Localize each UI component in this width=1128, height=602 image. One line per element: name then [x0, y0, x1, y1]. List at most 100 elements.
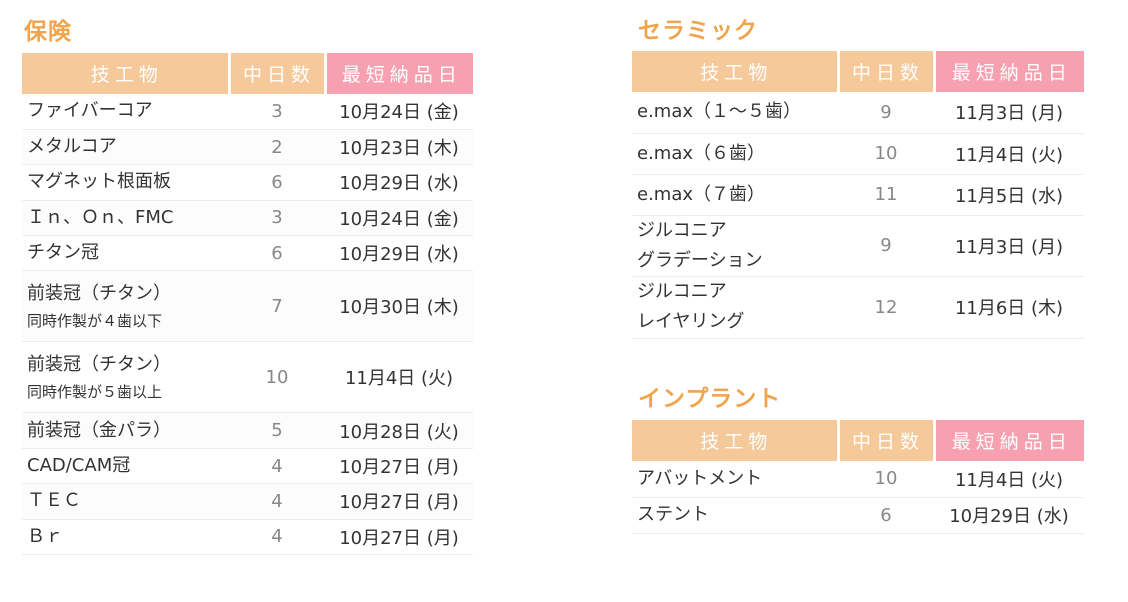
- item-name: メタルコア: [22, 129, 229, 166]
- ceramic-title: セラミック: [638, 18, 758, 44]
- table-row: 前装冠（チタン） 同時作製が４歯以下 7 10月30日 (木): [22, 270, 473, 343]
- table-header-row: 技工物 中日数 最短納品日: [632, 420, 1084, 461]
- item-days: 3: [229, 94, 325, 130]
- item-date: 10月28日 (火): [325, 412, 473, 449]
- table-row: ファイバーコア 3 10月24日 (金): [22, 94, 473, 130]
- item-name: チタン冠: [22, 235, 229, 272]
- table-row: e.max（６歯） 10 11月4日 (火): [632, 133, 1084, 175]
- item-days: 7: [229, 270, 325, 343]
- item-name: マグネット根面板: [22, 164, 229, 201]
- item-name: e.max（６歯）: [632, 133, 838, 175]
- item-cell: 前装冠（チタン） 同時作製が４歯以下: [22, 270, 229, 343]
- hoken-section: 保険 技工物 中日数 最短納品日 ファイバーコア 3 10月24日 (金) メタ…: [22, 17, 473, 556]
- item-date: 11月4日 (火): [325, 341, 473, 414]
- item-name: ＴＥＣ: [22, 483, 229, 520]
- item-name: ジルコニア: [637, 219, 727, 241]
- table-row: ステント 6 10月29日 (水): [632, 497, 1084, 534]
- table-row: アバットメント 10 11月4日 (火): [632, 461, 1084, 498]
- ceramic-table: 技工物 中日数 最短納品日 e.max（１～５歯） 9 11月3日 (月) e.…: [632, 51, 1084, 339]
- item-date: 10月24日 (金): [325, 94, 473, 130]
- header-days: 中日数: [838, 51, 936, 92]
- item-date: 11月4日 (火): [934, 133, 1084, 175]
- item-days: 10: [229, 341, 325, 414]
- item-date: 10月24日 (金): [325, 200, 473, 237]
- item-days: 10: [838, 133, 934, 175]
- table-row: e.max（１～５歯） 9 11月3日 (月): [632, 92, 1084, 134]
- item-note: 同時作製が４歯以下: [27, 312, 163, 331]
- header-days: 中日数: [229, 53, 327, 94]
- header-date: 最短納品日: [934, 420, 1084, 461]
- item-days: 9: [838, 215, 934, 277]
- item-date: 10月30日 (木): [325, 270, 473, 343]
- item-name: e.max（１～５歯）: [632, 92, 838, 134]
- item-cell: ジルコニア レイヤリング: [632, 276, 838, 339]
- item-name: ファイバーコア: [22, 94, 229, 130]
- hoken-table-viewport[interactable]: 技工物 中日数 最短納品日 ファイバーコア 3 10月24日 (金) メタルコア…: [22, 53, 473, 556]
- item-name: Ｂｒ: [22, 519, 229, 556]
- table-header-row: 技工物 中日数 最短納品日: [632, 51, 1084, 92]
- item-cell: ジルコニア グラデーション: [632, 215, 838, 277]
- item-name: 前装冠（チタン）: [27, 283, 171, 305]
- item-date: 10月23日 (木): [325, 129, 473, 166]
- table-row: マグネット根面板 6 10月29日 (水): [22, 164, 473, 201]
- header-item: 技工物: [632, 51, 840, 92]
- item-name: 前装冠（金パラ）: [22, 412, 229, 449]
- header-days: 中日数: [838, 420, 936, 461]
- item-date: 10月29日 (水): [934, 497, 1084, 534]
- item-date: 10月29日 (水): [325, 235, 473, 272]
- item-name: アバットメント: [632, 461, 838, 498]
- table-row: CAD/CAM冠 4 10月27日 (月): [22, 448, 473, 485]
- item-days: 5: [229, 412, 325, 449]
- table-header-row: 技工物 中日数 最短納品日: [22, 53, 473, 94]
- item-date: 11月5日 (水): [934, 174, 1084, 216]
- item-date: 11月3日 (月): [934, 92, 1084, 134]
- item-days: 6: [229, 164, 325, 201]
- item-date: 11月6日 (木): [934, 276, 1084, 339]
- table-row: 前装冠（チタン） 同時作製が５歯以上 10 11月4日 (火): [22, 341, 473, 414]
- item-name: ジルコニア: [637, 281, 727, 303]
- item-name: Ｉｎ、Ｏｎ、FMC: [22, 200, 229, 237]
- item-days: 4: [229, 519, 325, 556]
- item-days: 2: [229, 129, 325, 166]
- item-date: 10月27日 (月): [325, 448, 473, 485]
- item-cell: 前装冠（チタン） 同時作製が５歯以上: [22, 341, 229, 414]
- ceramic-section: セラミック 技工物 中日数 最短納品日 e.max（１～５歯） 9 11月3日 …: [632, 16, 1084, 339]
- table-row: Ｂｒ 4 10月27日 (月): [22, 519, 473, 556]
- item-name: 前装冠（チタン）: [27, 354, 171, 376]
- table-row: メタルコア 2 10月23日 (木): [22, 129, 473, 166]
- implant-table: 技工物 中日数 最短納品日 アバットメント 10 11月4日 (火) ステント …: [632, 420, 1084, 534]
- item-days: 4: [229, 448, 325, 485]
- table-row: Ｉｎ、Ｏｎ、FMC 3 10月24日 (金): [22, 200, 473, 237]
- hoken-title: 保険: [24, 19, 72, 45]
- item-days: 4: [229, 483, 325, 520]
- item-days: 6: [838, 497, 934, 534]
- header-item: 技工物: [632, 420, 840, 461]
- table-row: e.max（７歯） 11 11月5日 (水): [632, 174, 1084, 216]
- item-days: 6: [229, 235, 325, 272]
- item-name-line2: グラデーション: [637, 249, 763, 271]
- item-date: 11月4日 (火): [934, 461, 1084, 498]
- implant-title: インプラント: [638, 386, 782, 412]
- item-date: 10月27日 (月): [325, 483, 473, 520]
- item-days: 3: [229, 200, 325, 237]
- implant-section: インプラント 技工物 中日数 最短納品日 アバットメント 10 11月4日 (火…: [632, 384, 1084, 534]
- table-row: ジルコニア レイヤリング 12 11月6日 (木): [632, 276, 1084, 339]
- table-row: チタン冠 6 10月29日 (水): [22, 235, 473, 272]
- item-days: 10: [838, 461, 934, 498]
- item-days: 12: [838, 276, 934, 339]
- item-date: 10月29日 (水): [325, 164, 473, 201]
- item-days: 11: [838, 174, 934, 216]
- table-row: ＴＥＣ 4 10月27日 (月): [22, 483, 473, 520]
- item-name: CAD/CAM冠: [22, 448, 229, 485]
- item-note: 同時作製が５歯以上: [27, 383, 163, 402]
- item-date: 10月27日 (月): [325, 519, 473, 556]
- header-item: 技工物: [22, 53, 231, 94]
- item-date: 11月3日 (月): [934, 215, 1084, 277]
- item-name: ステント: [632, 497, 838, 534]
- item-name: e.max（７歯）: [632, 174, 838, 216]
- header-date: 最短納品日: [325, 53, 473, 94]
- item-days: 9: [838, 92, 934, 134]
- item-name-line2: レイヤリング: [637, 311, 745, 333]
- header-date: 最短納品日: [934, 51, 1084, 92]
- hoken-table: 技工物 中日数 最短納品日 ファイバーコア 3 10月24日 (金) メタルコア…: [22, 53, 473, 556]
